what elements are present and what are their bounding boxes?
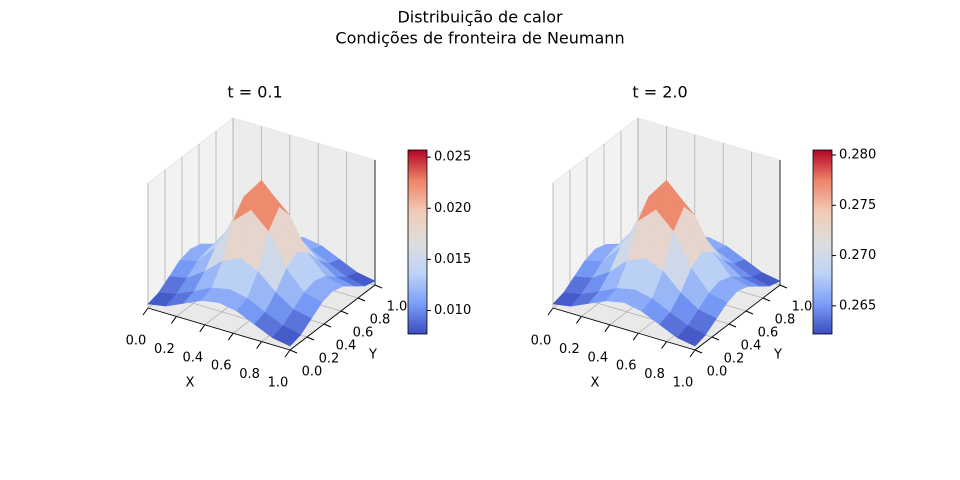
x-tick-label: 0.0	[531, 334, 552, 349]
y-tick	[306, 336, 315, 341]
x-tick	[632, 332, 639, 341]
subplot-title: t = 0.1	[227, 83, 282, 102]
x-tick	[575, 316, 582, 324]
y-tick-label: 0.4	[336, 339, 357, 354]
y-tick-label: 0.0	[302, 365, 323, 380]
figure-title: Distribuição de calor	[397, 8, 563, 27]
x-axis-line	[147, 307, 291, 351]
x-tick	[284, 349, 291, 358]
x-tick-label: 0.8	[239, 367, 260, 382]
y-tick	[340, 310, 349, 315]
x-tick	[227, 332, 234, 341]
y-tick	[323, 323, 332, 328]
surface	[552, 179, 781, 347]
x-tick-label: 0.6	[211, 359, 232, 374]
colorbar-tick-label: 0.010	[434, 303, 471, 318]
y-tick-label: 1.0	[792, 300, 813, 315]
surface-patch	[676, 325, 707, 347]
x-tick	[199, 324, 206, 333]
subplot: t = 0.10.00.20.40.60.81.00.00.20.40.60.8…	[126, 83, 472, 391]
subplot: t = 2.00.00.20.40.60.81.00.00.20.40.60.8…	[531, 83, 877, 391]
y-tick	[711, 336, 720, 341]
y-tick-label: 0.6	[353, 326, 374, 341]
x-tick-label: 1.0	[268, 376, 289, 391]
colorbar	[812, 149, 833, 335]
colorbar	[407, 149, 428, 335]
y-tick	[779, 284, 788, 289]
colorbar-tick-label: 0.280	[839, 148, 876, 163]
x-tick-label: 0.2	[559, 342, 580, 357]
x-tick	[604, 324, 611, 333]
x-tick	[661, 341, 668, 349]
x-tick	[256, 341, 263, 349]
y-tick	[762, 297, 771, 302]
y-tick	[745, 310, 754, 315]
y-tick-label: 0.8	[370, 313, 391, 328]
x-axis-label: X	[591, 376, 600, 391]
colorbar-tick-label: 0.020	[434, 201, 471, 216]
x-axis-line	[552, 307, 696, 351]
y-tick-label: 0.2	[724, 352, 745, 367]
surface	[147, 179, 376, 347]
x-tick-label: 1.0	[673, 376, 694, 391]
colorbar-tick-label: 0.270	[839, 248, 876, 263]
y-tick-label: 0.4	[741, 339, 762, 354]
x-tick-label: 0.6	[616, 359, 637, 374]
y-tick-label: 0.2	[319, 352, 340, 367]
y-tick-label: 0.8	[775, 313, 796, 328]
colorbar-tick-label: 0.015	[434, 252, 471, 267]
x-tick	[142, 307, 149, 316]
y-tick	[374, 284, 383, 289]
y-tick	[357, 297, 366, 302]
colorbar-tick-label: 0.275	[839, 198, 876, 213]
x-tick-label: 0.2	[154, 342, 175, 357]
colorbar-tick-label: 0.265	[839, 298, 876, 313]
x-tick-label: 0.8	[644, 367, 665, 382]
y-tick	[728, 323, 737, 328]
x-tick	[547, 307, 554, 316]
y-axis-line	[289, 284, 376, 351]
y-tick	[289, 349, 298, 354]
subplot-title: t = 2.0	[632, 83, 687, 102]
y-tick-label: 0.6	[758, 326, 779, 341]
y-axis-line	[694, 284, 781, 351]
x-tick	[170, 316, 177, 324]
y-axis-label: Y	[368, 348, 377, 363]
x-tick-label: 0.4	[182, 350, 203, 365]
surface-patch	[271, 325, 302, 347]
y-axis-label: Y	[773, 348, 782, 363]
y-tick-label: 0.0	[707, 365, 728, 380]
x-tick	[689, 349, 696, 358]
x-tick-label: 0.0	[126, 334, 147, 349]
y-tick	[694, 349, 703, 354]
x-axis-label: X	[186, 376, 195, 391]
y-tick-label: 1.0	[387, 300, 408, 315]
colorbar-tick-label: 0.025	[434, 150, 471, 165]
x-tick-label: 0.4	[587, 350, 608, 365]
figure-subtitle: Condições de fronteira de Neumann	[335, 29, 624, 48]
